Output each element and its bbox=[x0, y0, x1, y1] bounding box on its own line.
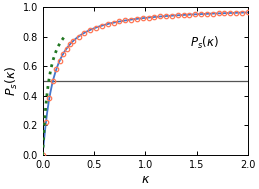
Y-axis label: $P_s(\kappa)$: $P_s(\kappa)$ bbox=[3, 66, 20, 96]
X-axis label: $\kappa$: $\kappa$ bbox=[141, 173, 150, 186]
Text: $P_s(\kappa)$: $P_s(\kappa)$ bbox=[190, 35, 219, 51]
